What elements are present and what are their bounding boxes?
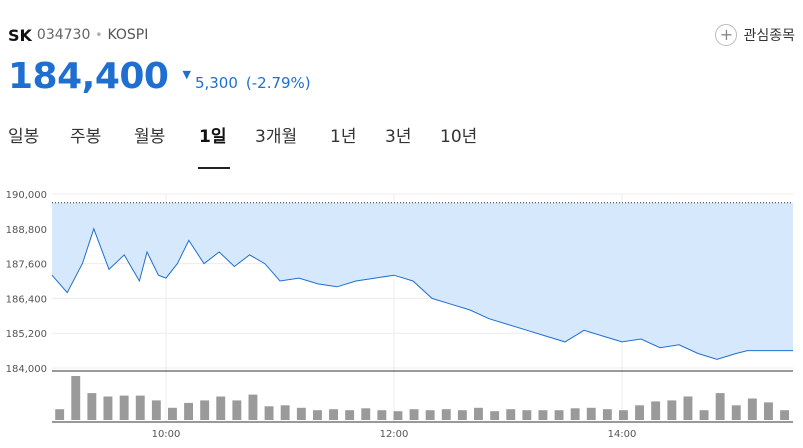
volume-bar bbox=[699, 410, 709, 420]
add-watchlist-button[interactable]: + 관심종목 bbox=[715, 22, 795, 48]
volume-bar bbox=[248, 394, 258, 420]
price-change: 5,300 bbox=[194, 74, 238, 92]
price-row: 184,400 ▼ 5,300 (-2.79%) bbox=[8, 56, 311, 97]
stock-header: SK 034730 • KOSPI bbox=[8, 22, 148, 48]
watchlist-label: 관심종목 bbox=[743, 28, 795, 44]
volume-bar bbox=[425, 410, 435, 420]
volume-bar bbox=[313, 410, 322, 420]
volume-bar bbox=[55, 409, 65, 420]
volume-bar bbox=[87, 393, 97, 420]
tab-1day[interactable]: 1일 bbox=[199, 127, 227, 147]
price-change-percent: (-2.79%) bbox=[245, 74, 311, 92]
volume-bar bbox=[264, 406, 274, 420]
volume-bar bbox=[554, 410, 564, 420]
volume-bar bbox=[780, 410, 789, 420]
y-tick-label: 190,000 bbox=[6, 190, 47, 201]
volume-bar bbox=[200, 400, 210, 420]
volume-bar bbox=[490, 411, 500, 420]
volume-bar bbox=[409, 409, 419, 420]
market-label: KOSPI bbox=[107, 27, 149, 43]
volume-bar bbox=[715, 393, 725, 420]
volume-bar bbox=[184, 402, 193, 420]
volume-bar bbox=[441, 409, 451, 420]
volume-bar bbox=[619, 410, 628, 420]
volume-bar bbox=[747, 398, 757, 420]
volume-bar bbox=[393, 411, 403, 420]
volume-bar bbox=[683, 396, 693, 420]
price-line bbox=[51, 227, 793, 360]
volume-bar bbox=[538, 410, 548, 420]
active-tab-indicator bbox=[198, 167, 230, 169]
volume-bar bbox=[586, 407, 596, 420]
volume-bar bbox=[280, 405, 290, 420]
y-tick-label: 184,000 bbox=[6, 364, 47, 375]
x-tick-label: 12:00 bbox=[380, 429, 409, 440]
volume-bar bbox=[103, 396, 113, 420]
volume-bar bbox=[731, 405, 741, 420]
volume-bar bbox=[457, 410, 467, 420]
volume-bar bbox=[651, 401, 661, 420]
volume-bar bbox=[135, 395, 145, 420]
volume-bar bbox=[635, 405, 644, 420]
volume-bar bbox=[764, 402, 773, 420]
volume-bar bbox=[522, 410, 532, 420]
volume-bar bbox=[296, 407, 306, 420]
x-tick-label: 10:00 bbox=[152, 429, 181, 440]
tab-10year[interactable]: 10년 bbox=[440, 127, 478, 147]
y-tick-label: 185,200 bbox=[6, 329, 47, 340]
volume-bar bbox=[361, 408, 371, 420]
plus-icon: + bbox=[715, 24, 738, 46]
chart-svg: 190,000 188,800 187,600 186,400 185,200 184,0… bbox=[6, 190, 793, 440]
volume-bar bbox=[474, 407, 483, 420]
volume-bar bbox=[119, 395, 129, 420]
volume-bar bbox=[602, 409, 612, 420]
tab-monthly[interactable]: 월봉 bbox=[134, 127, 166, 147]
y-tick-label: 186,400 bbox=[6, 294, 47, 305]
current-price: 184,400 bbox=[8, 56, 169, 97]
tab-3year[interactable]: 3년 bbox=[385, 127, 412, 147]
separator-dot: • bbox=[95, 28, 103, 42]
volume-bar bbox=[71, 376, 81, 420]
volume-bar bbox=[329, 409, 338, 420]
volume-bar bbox=[345, 410, 355, 420]
y-tick-label: 187,600 bbox=[6, 260, 47, 271]
volume-bar bbox=[667, 400, 677, 420]
intraday-chart: 190,000 188,800 187,600 186,400 185,200 184,0… bbox=[0, 180, 803, 444]
volume-bar bbox=[232, 400, 242, 420]
tab-weekly[interactable]: 주봉 bbox=[70, 127, 102, 147]
volume-bar bbox=[216, 396, 226, 420]
down-arrow-icon: ▼ bbox=[182, 68, 191, 81]
y-tick-label: 188,800 bbox=[6, 225, 47, 236]
volume-bar bbox=[570, 408, 580, 420]
tab-3month[interactable]: 3개월 bbox=[255, 127, 298, 147]
stock-name: SK bbox=[8, 25, 32, 45]
tab-daily[interactable]: 일봉 bbox=[8, 127, 40, 147]
stock-code: 034730 bbox=[36, 27, 91, 43]
price-area bbox=[52, 202, 793, 360]
volume-bar bbox=[151, 400, 161, 420]
volume-bar bbox=[168, 407, 177, 420]
tab-1year[interactable]: 1년 bbox=[330, 127, 357, 147]
volume-bar bbox=[377, 410, 387, 420]
x-tick-label: 14:00 bbox=[608, 429, 637, 440]
volume-bar bbox=[506, 409, 516, 420]
